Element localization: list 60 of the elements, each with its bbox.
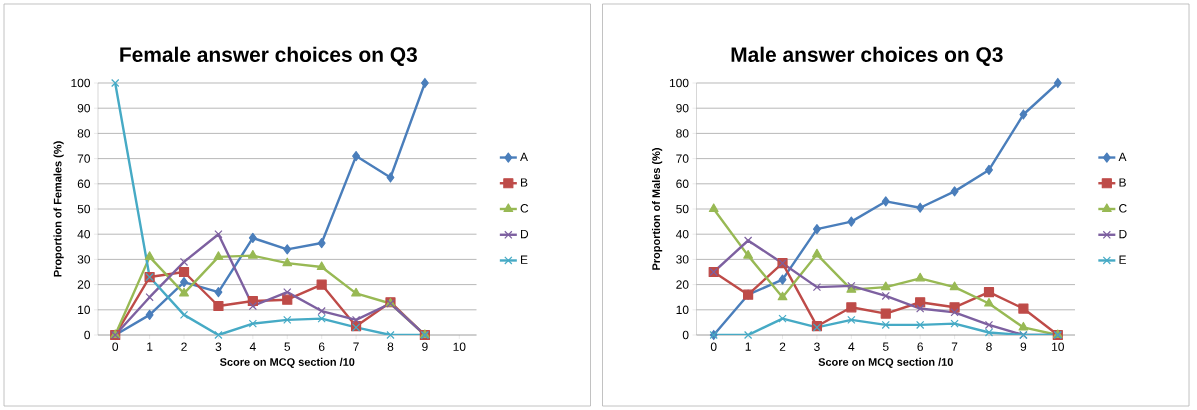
y-tick-label: 20 <box>77 280 91 289</box>
x-tick-label: 2 <box>181 342 187 351</box>
y-tick-label: 80 <box>77 129 91 138</box>
y-tick-label: 100 <box>669 78 689 88</box>
x-tick-label: 8 <box>986 342 992 351</box>
x-tick-label: 1 <box>147 342 153 351</box>
x-axis-title: Score on MCQ section /10 <box>818 357 953 368</box>
y-tick-label: 40 <box>675 229 689 239</box>
y-tick-label: 80 <box>676 129 689 138</box>
x-tick-label: 0 <box>710 342 717 351</box>
y-tick-label: 0 <box>682 330 689 340</box>
y-tick-label: 100 <box>71 78 91 88</box>
y-tick-label: 60 <box>77 179 91 189</box>
y-tick-label: 10 <box>78 305 91 315</box>
x-tick-label: 3 <box>215 342 222 351</box>
y-tick-label: 50 <box>676 204 689 214</box>
legend-label: A <box>520 152 528 161</box>
legend-label: B <box>521 178 528 187</box>
x-tick-label: 9 <box>422 342 428 351</box>
x-tick-label: 1 <box>745 342 751 351</box>
x-tick-label: 4 <box>848 342 855 351</box>
legend-label: B <box>1119 178 1126 187</box>
y-tick-label: 90 <box>676 103 689 113</box>
y-tick-label: 50 <box>77 204 91 214</box>
y-tick-label: 70 <box>77 154 91 163</box>
y-axis-title: Proportion of Males (%) <box>651 148 663 270</box>
x-tick-label: 10 <box>453 342 466 351</box>
y-tick-label: 0 <box>84 330 91 340</box>
y-tick-label: 20 <box>676 280 689 289</box>
legend-label: C <box>520 204 529 213</box>
x-tick-label: 3 <box>814 342 820 351</box>
y-tick-label: 10 <box>676 305 689 315</box>
chart-title: Male answer choices on Q3 <box>731 46 1003 66</box>
x-tick-label: 8 <box>387 342 394 351</box>
y-tick-label: 60 <box>676 179 689 189</box>
x-tick-label: 6 <box>318 342 325 351</box>
x-tick-label: 2 <box>779 342 786 351</box>
x-tick-label: 6 <box>917 342 923 351</box>
x-axis-title: Score on MCQ section /10 <box>219 357 355 368</box>
chart-title: Female answer choices on Q3 <box>120 46 417 66</box>
legend-label: C <box>1119 204 1127 213</box>
legend-label: D <box>1119 229 1127 239</box>
x-tick-label: 7 <box>951 342 958 351</box>
y-tick-label: 90 <box>77 103 91 113</box>
legend-label: D <box>521 229 529 239</box>
y-tick-label: 40 <box>77 229 91 239</box>
legend-label: E <box>1119 255 1126 264</box>
x-tick-label: 9 <box>1020 342 1027 351</box>
y-tick-label: 70 <box>676 154 689 163</box>
y-axis-title: Proportion of Females (%) <box>53 141 64 277</box>
x-tick-label: 0 <box>112 342 119 351</box>
x-tick-label: 4 <box>249 342 256 351</box>
x-tick-label: 7 <box>353 342 359 351</box>
y-tick-label: 30 <box>77 255 91 264</box>
legend-label: E <box>521 255 528 264</box>
x-tick-label: 5 <box>882 342 889 351</box>
y-tick-label: 30 <box>676 255 689 264</box>
x-tick-label: 5 <box>284 342 291 351</box>
legend-label: A <box>1118 152 1127 161</box>
x-tick-label: 10 <box>1052 342 1064 351</box>
